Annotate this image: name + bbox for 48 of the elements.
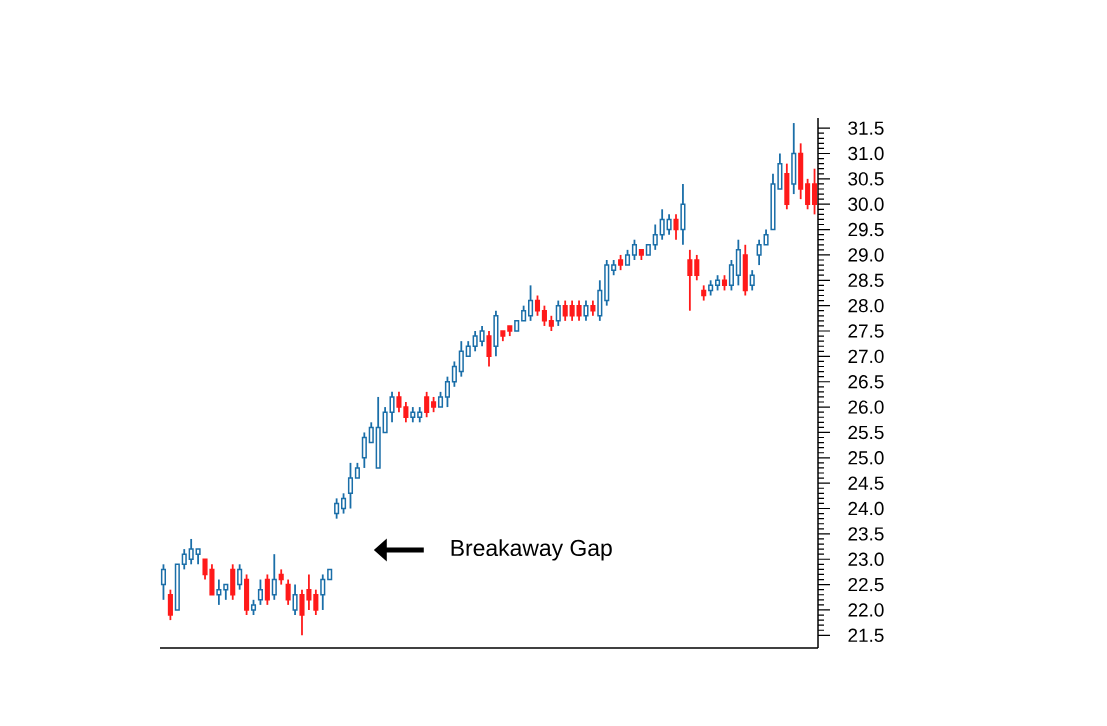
candlestick [687,248,693,312]
annotation: Breakaway Gap [451,539,612,561]
candlestick [451,360,457,388]
y-tick-label: 30.0 [848,197,884,211]
candlestick [361,431,367,469]
y-tick-label: 21.5 [848,628,884,643]
y-tick-label: 22.5 [848,577,884,592]
candlestick [334,497,340,520]
y-tick-label: 30.5 [848,172,884,186]
y-tick-label: 26.0 [848,400,884,414]
candlestick [666,213,672,236]
candlestick [645,244,651,256]
candlestick [659,208,665,241]
candlestick [368,421,374,444]
y-tick-label: 28.0 [848,298,884,313]
y-tick-label: 27.0 [848,349,884,364]
y-tick-label: 29.0 [848,248,884,262]
candlestick [174,563,180,611]
candlestick [237,563,243,591]
candlestick [320,573,326,611]
candlestick [735,238,741,287]
candlestick [278,568,284,586]
candlestick [742,243,748,297]
candlestick [375,396,381,469]
y-tick-label: 29.5 [848,222,884,237]
candlestick [230,563,236,601]
y-tick-label: 22.0 [848,603,884,617]
y-tick-label: 25.5 [848,425,884,440]
candlestick [458,340,464,378]
y-tick-label: 24.0 [848,501,884,516]
candlestick [673,213,679,241]
candlestick [271,553,277,601]
candlestick [514,320,520,332]
y-tick-label: 23.0 [848,552,884,566]
y-tick-label: 27.5 [848,324,884,338]
y-tick-label: 24.5 [848,476,884,490]
candlestick [680,183,686,246]
candlestick [791,122,797,195]
candlestick [195,548,201,566]
y-tick-label: 31.5 [848,121,884,135]
y-tick-label: 25.0 [848,451,884,465]
candlestick [798,142,804,201]
y-tick-label: 23.5 [848,527,884,541]
y-tick-label: 31.0 [848,146,884,161]
candlestick [701,284,707,302]
y-tick-label: 28.5 [848,273,884,287]
y-tick-label: 26.5 [848,375,884,389]
candlestick [327,568,333,581]
